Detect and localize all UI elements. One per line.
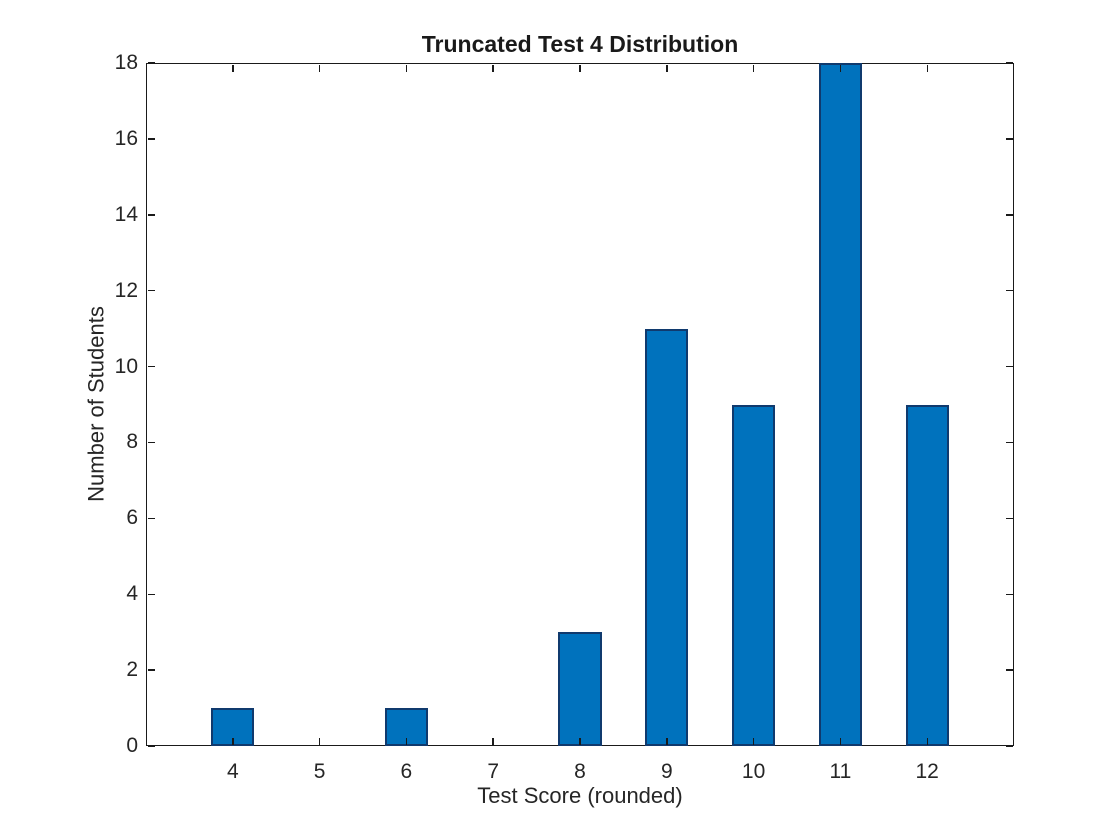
y-tick-label: 10: [114, 354, 138, 378]
y-tick-mark: [147, 289, 155, 292]
chart-title: Truncated Test 4 Distribution: [421, 31, 739, 57]
y-tick-label: 8: [126, 430, 138, 454]
x-tick-label: 7: [487, 760, 500, 783]
y-tick-label: 6: [126, 506, 138, 530]
y-tick-mark-right: [1005, 593, 1013, 595]
x-axis-label: Test Score (rounded): [477, 783, 683, 808]
y-tick-mark: [147, 593, 155, 595]
y-tick-label: 14: [114, 202, 138, 226]
y-tick-mark: [147, 138, 155, 140]
y-tick-mark-right: [1005, 214, 1013, 216]
y-tick-mark-right: [1005, 745, 1013, 747]
y-tick-mark: [147, 365, 155, 368]
bar-score-11: [818, 63, 863, 746]
x-tick-label: 5: [313, 760, 326, 783]
y-tick-mark: [147, 669, 155, 671]
y-tick-label: 2: [126, 658, 138, 682]
x-tick-mark-top: [405, 64, 408, 72]
y-tick-label: 0: [126, 734, 138, 757]
y-tick-label: 18: [114, 51, 138, 74]
x-tick-mark: [926, 737, 928, 745]
x-tick-label: 11: [829, 760, 852, 783]
y-tick-mark: [147, 62, 155, 64]
y-tick-mark: [147, 214, 155, 216]
x-tick-mark-top: [579, 64, 581, 72]
x-tick-mark: [666, 737, 668, 745]
y-tick-mark-right: [1005, 138, 1013, 140]
x-tick-mark-top: [839, 64, 842, 72]
y-tick-mark-right: [1005, 289, 1013, 292]
bar-score-9: [645, 328, 689, 746]
y-tick-label: 16: [114, 126, 138, 150]
x-tick-mark-top: [232, 64, 234, 72]
x-tick-label: 10: [741, 760, 766, 783]
x-tick-mark-top: [492, 64, 494, 72]
x-tick-mark-top: [666, 64, 668, 72]
x-tick-mark: [579, 737, 581, 745]
y-tick-mark-right: [1005, 441, 1013, 444]
y-axis-label: Number of Students: [83, 306, 109, 502]
x-tick-label: 12: [915, 760, 939, 783]
x-tick-mark-top: [752, 64, 755, 72]
x-tick-label: 4: [226, 760, 239, 783]
x-tick-label: 8: [574, 760, 586, 783]
y-tick-mark-right: [1005, 669, 1013, 671]
x-tick-mark: [405, 737, 408, 745]
x-tick-mark-top: [926, 64, 928, 72]
x-tick-label: 6: [400, 760, 413, 783]
x-tick-mark: [232, 737, 234, 745]
x-tick-mark: [839, 737, 842, 745]
x-tick-mark: [318, 737, 321, 745]
bar-score-6: [384, 708, 429, 746]
y-tick-label: 12: [114, 278, 138, 302]
x-tick-mark-top: [318, 64, 321, 72]
x-tick-mark: [492, 737, 494, 745]
x-tick-mark: [752, 737, 755, 745]
y-tick-mark: [147, 745, 155, 747]
bar-score-12: [905, 404, 949, 746]
plot-area: [146, 63, 1014, 746]
bar-score-8: [558, 632, 602, 746]
y-tick-mark: [147, 441, 155, 444]
y-tick-label: 4: [126, 582, 138, 606]
bar-score-10: [731, 404, 776, 746]
y-tick-mark-right: [1005, 62, 1013, 64]
y-tick-mark: [147, 517, 155, 520]
y-tick-mark-right: [1005, 517, 1013, 520]
x-tick-label: 9: [660, 760, 673, 783]
y-tick-mark-right: [1005, 365, 1013, 368]
